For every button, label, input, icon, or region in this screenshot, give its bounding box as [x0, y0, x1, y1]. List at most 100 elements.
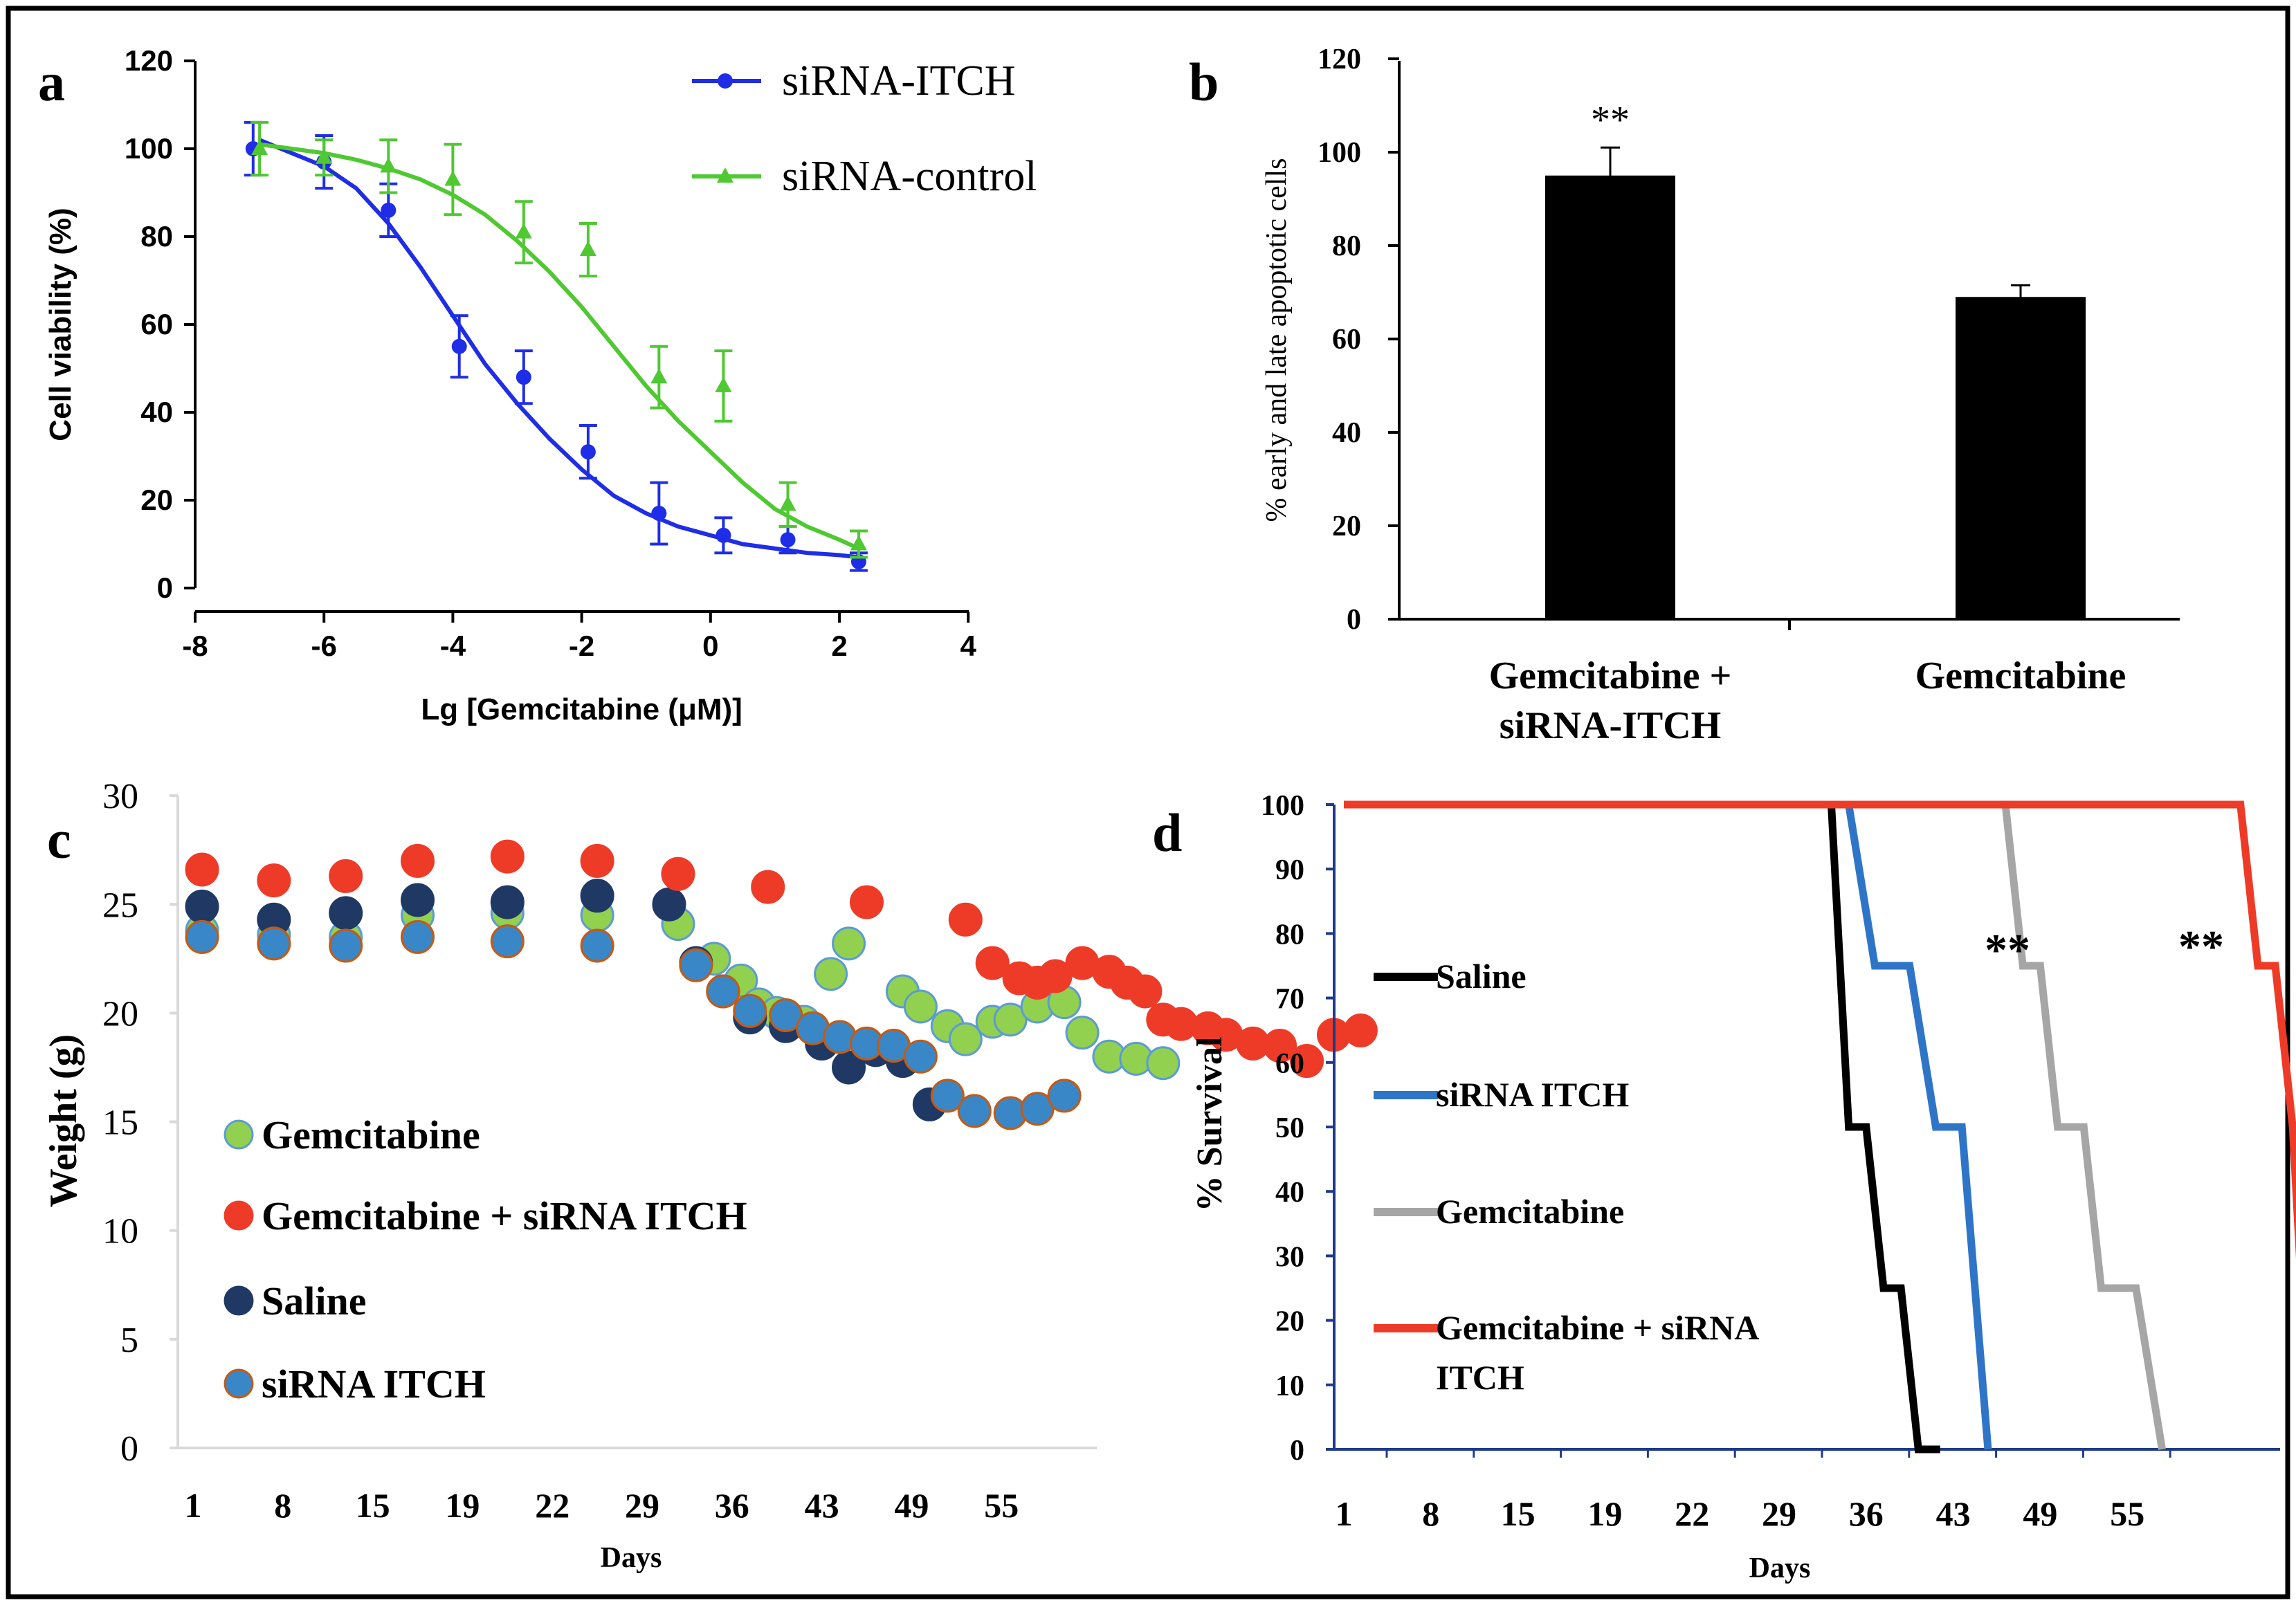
- c-point: [948, 902, 983, 937]
- c-x-tick-label: 22: [535, 1486, 570, 1525]
- c-legend-label: siRNA ITCH: [262, 1361, 486, 1406]
- a-point: [715, 376, 732, 392]
- d-y-tick-label: 60: [1275, 1048, 1304, 1080]
- d-survival-curve-0: [1344, 800, 1940, 1453]
- a-x-tick-label: -8: [182, 630, 208, 662]
- a-x-tick-label: -4: [440, 630, 466, 662]
- panel-a: a 0 20 40 60 80 100 120 -8 -6 -4 -2 0 2 4 Lg [Gemcitabi…: [38, 44, 1037, 726]
- c-x-tick-label: 55: [984, 1486, 1019, 1525]
- c-point: [490, 839, 525, 874]
- d-legend-label: Gemcitabine: [1436, 1192, 1624, 1231]
- c-point: [401, 883, 435, 917]
- c-point: [401, 919, 435, 954]
- a-y-tick-label: 80: [140, 220, 173, 253]
- c-point: [832, 926, 866, 961]
- c-point: [903, 1039, 938, 1074]
- a-point: [716, 527, 731, 543]
- b-y-tick-label: 60: [1332, 324, 1361, 356]
- a-legend-label: siRNA-control: [782, 153, 1037, 200]
- d-y-tick-label: 40: [1275, 1177, 1304, 1209]
- c-point: [652, 887, 686, 921]
- c-x-tick-label: 29: [625, 1486, 659, 1525]
- a-point: [580, 444, 596, 460]
- d-y-tick-label: 70: [1275, 984, 1304, 1016]
- a-point: [451, 338, 467, 354]
- b-bar: [1545, 175, 1675, 619]
- b-y-tick-label: 0: [1347, 604, 1361, 636]
- c-x-tick-label: 19: [445, 1486, 480, 1525]
- c-point: [679, 948, 713, 982]
- panel-letter-b: b: [1189, 52, 1219, 112]
- c-x-tick-label: 43: [805, 1486, 839, 1525]
- c-x-tick-label: 36: [715, 1486, 749, 1525]
- c-point: [661, 856, 695, 891]
- a-y-tick-label: 100: [125, 132, 173, 165]
- d-significance-gemcitabine: **: [1985, 925, 2030, 975]
- c-point: [1020, 1092, 1055, 1126]
- c-point: [580, 928, 614, 963]
- d-y-tick-label: 50: [1275, 1112, 1304, 1144]
- d-legend-label: Saline: [1436, 957, 1527, 996]
- a-x-axis-title: Lg [Gemcitabine (μM)]: [421, 693, 742, 726]
- c-point: [975, 946, 1010, 980]
- b-y-tick-label: 120: [1318, 44, 1361, 75]
- d-x-tick-label: 8: [1422, 1494, 1439, 1533]
- d-y-tick-label: 30: [1275, 1241, 1304, 1273]
- c-point: [1146, 1046, 1181, 1081]
- d-y-axis-title: % Survival: [1190, 1037, 1230, 1212]
- c-point: [185, 852, 219, 887]
- c-y-tick-label: 20: [102, 994, 138, 1034]
- c-point: [329, 896, 363, 930]
- b-category-label: Gemcitabine +: [1489, 654, 1732, 697]
- a-y-tick-label: 20: [140, 484, 173, 516]
- c-point: [1038, 959, 1073, 993]
- c-y-tick-label: 10: [102, 1212, 138, 1251]
- c-point: [580, 843, 614, 878]
- a-point: [516, 369, 531, 385]
- a-point: [251, 140, 268, 155]
- d-y-tick-label: 0: [1290, 1435, 1304, 1467]
- c-point: [257, 926, 291, 961]
- a-point: [651, 506, 667, 522]
- a-legend-marker: [717, 167, 734, 183]
- c-point: [1343, 1014, 1378, 1048]
- d-x-tick-label: 36: [1849, 1494, 1884, 1533]
- b-y-tick-label: 100: [1318, 137, 1361, 169]
- d-x-tick-label: 43: [1936, 1494, 1971, 1533]
- a-point: [515, 223, 532, 239]
- b-y-tick-label: 20: [1332, 511, 1361, 542]
- d-x-tick-label: 29: [1762, 1494, 1796, 1533]
- c-point: [185, 889, 219, 924]
- c-point: [329, 928, 363, 963]
- c-point: [1065, 1016, 1100, 1050]
- d-y-tick-label: 10: [1275, 1370, 1304, 1402]
- c-x-tick-label: 8: [274, 1486, 291, 1525]
- a-x-tick-label: 0: [702, 630, 718, 662]
- a-point: [316, 148, 333, 164]
- a-y-tick-label: 0: [157, 571, 173, 604]
- c-point: [751, 870, 785, 904]
- c-x-tick-label: 49: [894, 1486, 929, 1525]
- b-y-tick-label: 40: [1332, 417, 1361, 449]
- panel-letter-a: a: [38, 52, 65, 112]
- c-y-tick-label: 15: [102, 1103, 138, 1143]
- a-x-tick-label: -2: [569, 630, 594, 662]
- c-legend-marker: [224, 1119, 254, 1150]
- c-point: [930, 1079, 965, 1113]
- panel-letter-c: c: [47, 809, 71, 870]
- panel-b: b 0 20 40 60 80 100 120 % early and late apoptot…: [1189, 44, 2180, 747]
- c-legend-marker: [224, 1285, 254, 1316]
- a-point: [650, 368, 668, 384]
- a-legend-label: siRNA-ITCH: [782, 57, 1016, 104]
- d-survival-curve-3: [1344, 800, 2296, 1259]
- c-point: [490, 885, 525, 919]
- c-point: [1290, 1044, 1324, 1079]
- c-point: [706, 974, 740, 1009]
- d-significance-combo: **: [2178, 921, 2224, 972]
- a-point: [381, 202, 397, 218]
- c-point: [993, 1002, 1028, 1037]
- c-point: [490, 924, 525, 959]
- d-x-tick-label: 22: [1675, 1494, 1709, 1533]
